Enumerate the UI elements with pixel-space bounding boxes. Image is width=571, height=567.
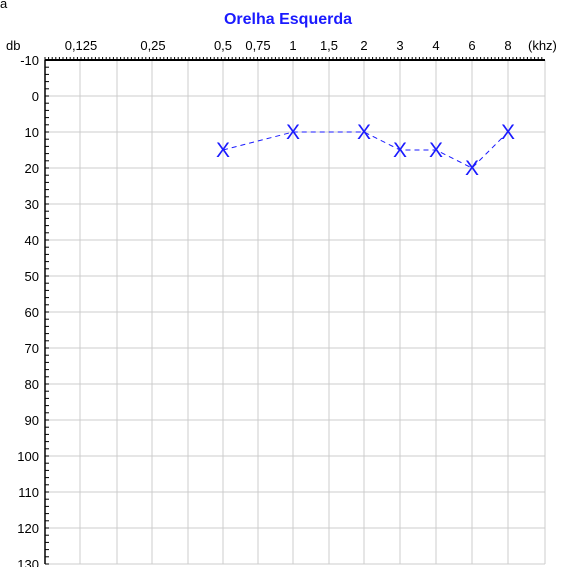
y-tick-label: 10: [25, 125, 39, 140]
y-tick-label: 100: [17, 449, 39, 464]
y-tick-label: 110: [18, 485, 39, 500]
x-tick-label: 0,125: [65, 38, 98, 53]
corner-text: a: [0, 0, 8, 11]
x-tick-label: 8: [504, 38, 511, 53]
x-tick-label: 1: [289, 38, 296, 53]
data-point-marker: X: [216, 139, 230, 162]
x-ticks: 0,125 0,25 0,5 0,75 1 1,5 2 3 4 6 8: [65, 38, 512, 53]
x-axis-label: (khz): [528, 38, 557, 53]
y-ticks: -10 0 10 20 30 40 50 60 70 80 90 100 110 120 130: [17, 53, 39, 567]
y-tick-label: 130: [17, 557, 39, 567]
data-point-marker: X: [357, 121, 371, 144]
series-layer: XX XX XXX: [216, 121, 515, 180]
x-tick-label: 0,5: [214, 38, 232, 53]
series-line: [222, 131, 509, 169]
x-tick-label: 2: [360, 38, 367, 53]
y-tick-label: 80: [25, 377, 39, 392]
x-tick-label: 6: [468, 38, 475, 53]
y-axis-label: db: [6, 38, 20, 53]
x-tick-label: 0,25: [140, 38, 165, 53]
y-tick-label: 60: [25, 305, 39, 320]
y-tick-label: 120: [17, 521, 39, 536]
y-tick-label: 40: [25, 233, 39, 248]
grid: [44, 59, 546, 565]
x-tick-label: 0,75: [245, 38, 270, 53]
y-tick-label: 90: [25, 413, 39, 428]
chart-title: Orelha Esquerda: [224, 11, 352, 28]
data-point-marker: X: [429, 139, 443, 162]
y-tick-label: -10: [20, 53, 39, 68]
data-point-marker: X: [393, 139, 407, 162]
x-tick-label: 3: [396, 38, 403, 53]
y-tick-label: 30: [25, 197, 39, 212]
x-tick-label: 1,5: [320, 38, 338, 53]
x-tick-label: 4: [432, 38, 439, 53]
y-tick-label: 50: [25, 269, 39, 284]
y-tick-label: 0: [32, 89, 39, 104]
data-point-marker: X: [286, 121, 300, 144]
y-tick-label: 20: [25, 161, 39, 176]
data-point-marker: X: [465, 157, 479, 180]
data-point-marker: X: [501, 121, 515, 144]
y-tick-label: 70: [25, 341, 39, 356]
axes: [44, 57, 545, 565]
